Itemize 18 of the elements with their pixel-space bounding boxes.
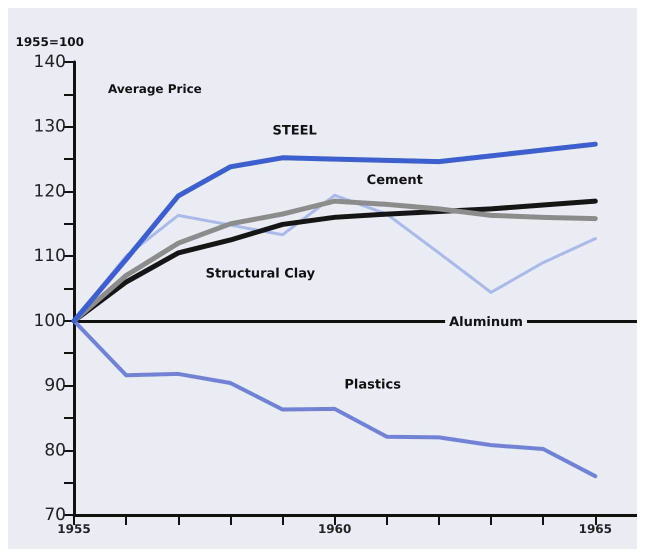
y-tick-label: 140 [34, 52, 66, 72]
x-tick-label: 1960 [318, 522, 352, 536]
series-label: Plastics [344, 377, 402, 392]
series-label: Cement [366, 172, 423, 188]
x-tick-label: 1955 [57, 522, 91, 536]
series-label: Structural Clay [206, 266, 316, 282]
x-tick-label: 1965 [578, 522, 612, 536]
y-tick-label: 80 [44, 440, 66, 460]
series-label: STEEL [272, 124, 317, 139]
y-tick-label: 90 [44, 376, 66, 396]
y-tick-label: 120 [34, 181, 66, 202]
text: Aluminum [449, 314, 523, 330]
y-tick-label: 70 [44, 505, 66, 525]
annotation: Average Price [108, 82, 202, 96]
y-tick-label: 130 [34, 116, 66, 137]
y-axis-title: 1955=100 [15, 35, 84, 49]
y-tick-label: 100 [34, 310, 66, 331]
y-tick-label: 110 [34, 246, 66, 266]
